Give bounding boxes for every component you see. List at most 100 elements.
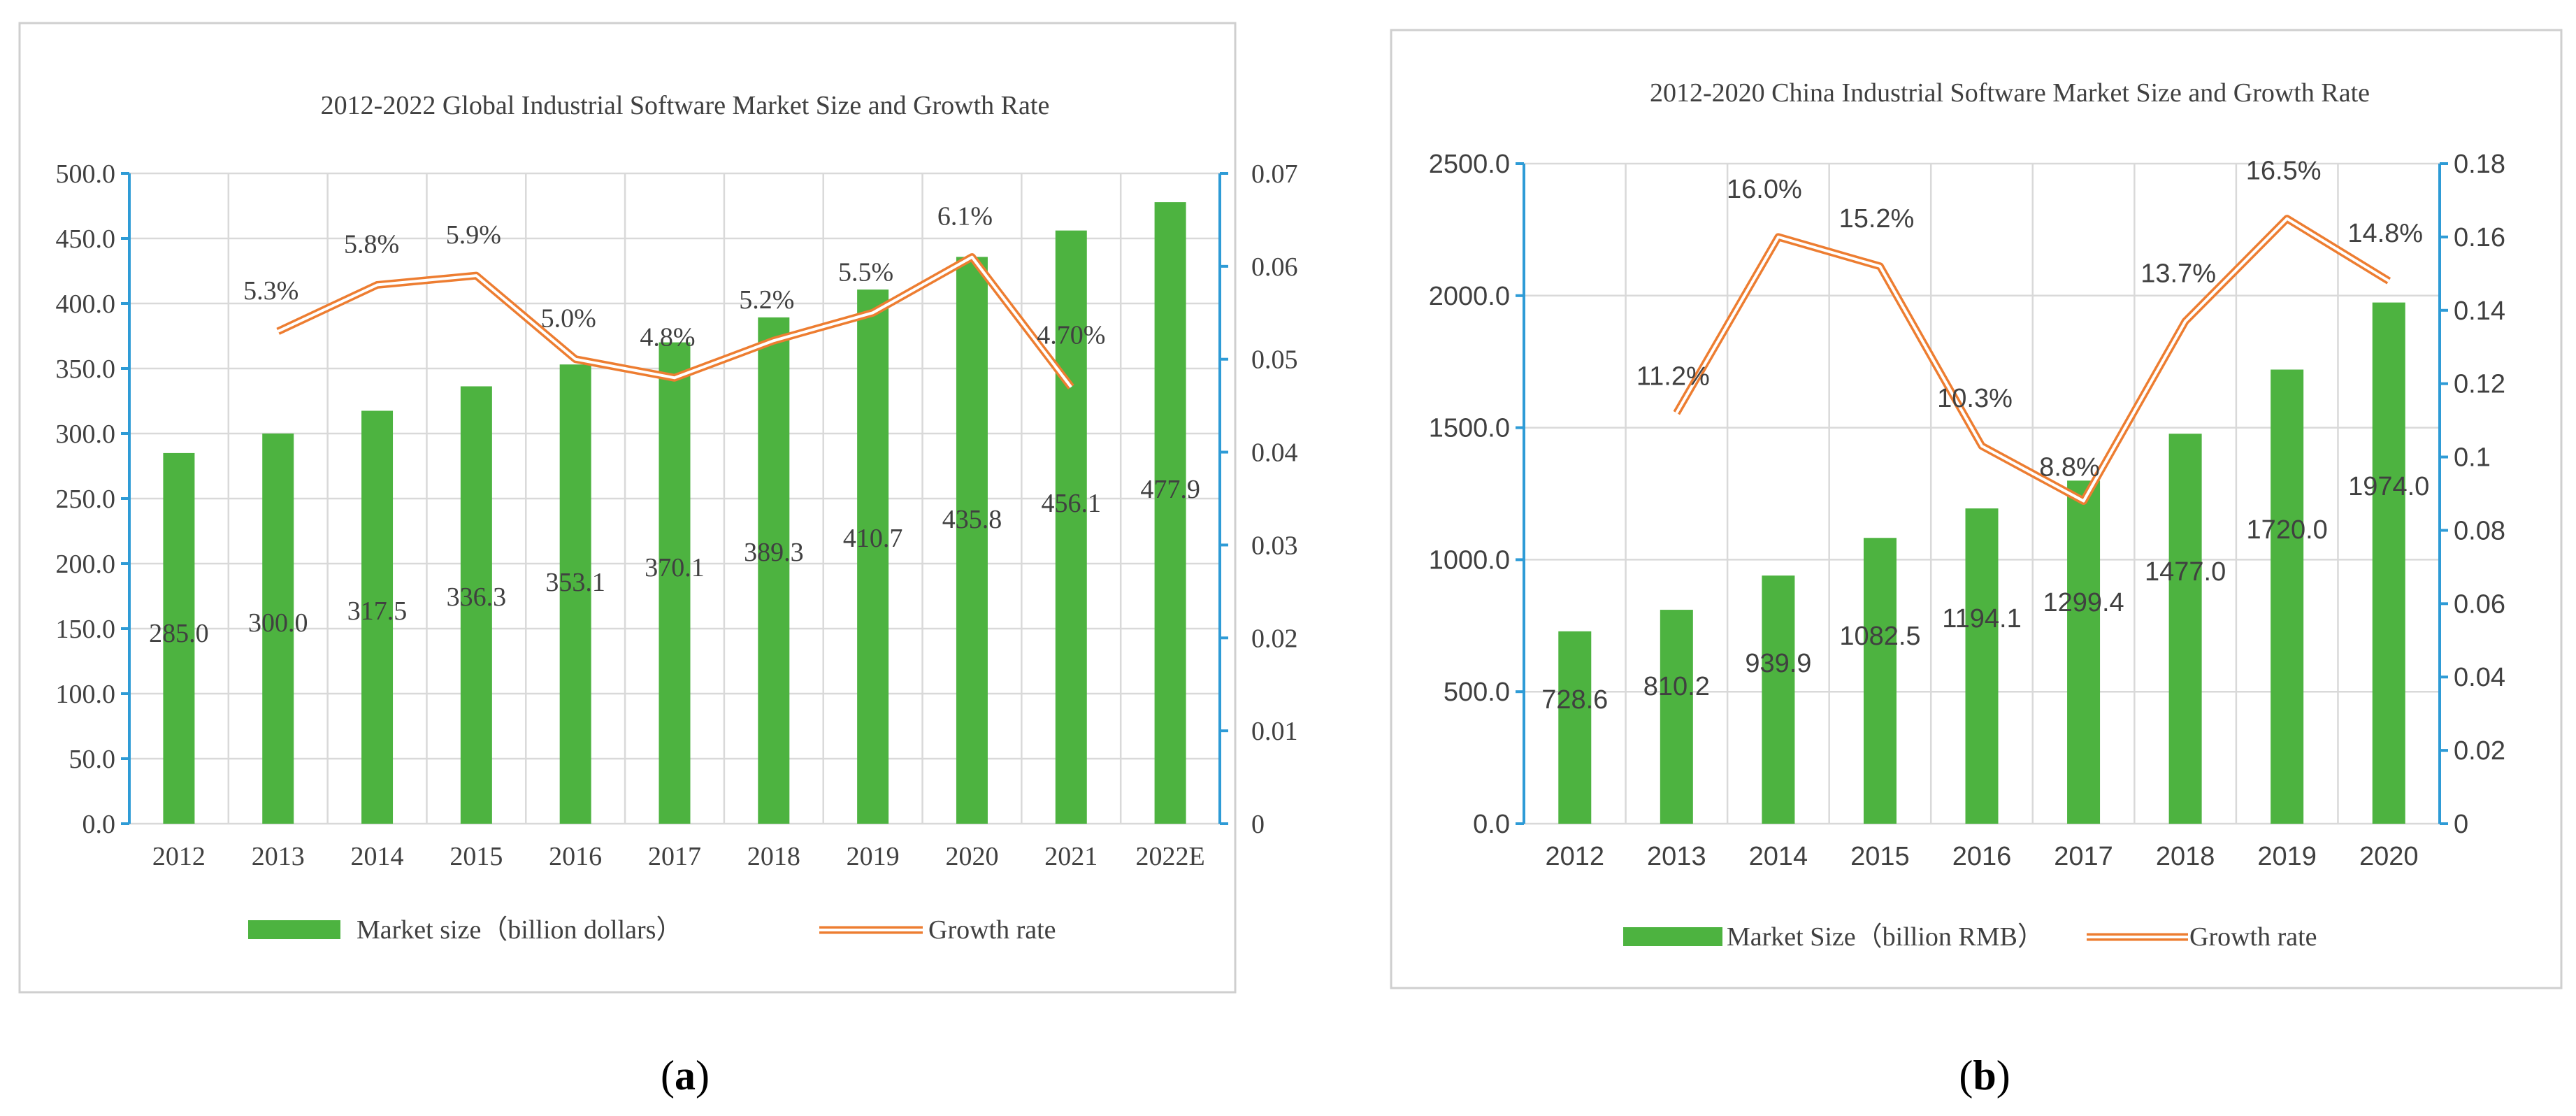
panel-b-growth-line: [1673, 215, 2391, 505]
panel-a-y2-tick-label: 0.06: [1251, 252, 1298, 282]
panel-b-y-tick-label: 0.0: [1473, 810, 1510, 839]
panel-a-y2-tick-label: 0.07: [1251, 159, 1298, 189]
panel-b-bar: [2067, 480, 2101, 824]
panel-a-x-tick-label: 2020: [945, 842, 998, 871]
panel-a-bar: [262, 434, 294, 824]
panel-b-growth-label: 11.2%: [1636, 362, 1710, 392]
panel-b-bar: [2168, 434, 2202, 824]
panel-a-bar-label: 456.1: [1042, 489, 1102, 518]
panel-b-y2-tick-label: 0: [2454, 810, 2468, 839]
panel-a-y2-tick-labels: 0 0.01 0.02 0.03 0.04 0.05 0.06 0.07: [1251, 159, 1298, 839]
panel-b-bar-label: 939.9: [1745, 649, 1811, 678]
panel-b-y2-tick-labels: 0 0.02 0.04 0.06 0.08 0.1 0.12 0.14 0.16 0.18: [2454, 150, 2505, 839]
panel-b-y-tick-label: 2500.0: [1429, 150, 1510, 179]
panel-a-growth-label: 5.3%: [243, 276, 298, 306]
panel-b-bar-label: 1720.0: [2247, 515, 2328, 545]
panel-a-bar-label: 410.7: [843, 524, 903, 553]
panel-a-y2-tick-label: 0.05: [1251, 345, 1298, 375]
panel-b-growth-label: 14.8%: [2347, 219, 2423, 248]
panel-a-y-tick-label: 350.0: [56, 355, 116, 384]
panel-b-bar-label: 1974.0: [2348, 472, 2429, 501]
panel-b-bar-label: 1082.5: [1839, 622, 1920, 651]
panel-a-grid: [128, 172, 1221, 825]
panel-a-bar: [361, 410, 394, 824]
panel-b-legend-bar-swatch: [1623, 927, 1722, 946]
panel-a-bar-label: 336.3: [447, 582, 507, 612]
panel-b-growth-label: 16.0%: [1727, 175, 1802, 204]
panel-a-bar: [659, 342, 691, 824]
panel-a-y-tick-label: 400.0: [56, 289, 116, 319]
panel-a-caption: (a): [661, 1052, 710, 1099]
panel-b-axes: [1516, 162, 2448, 825]
panel-b-caption-open: (: [1959, 1052, 1973, 1099]
panel-a-bar-labels: 285.0 300.0 317.5 336.3 353.1 370.1 389.3 410.7…: [149, 475, 1200, 648]
panel-b-y2-tick-label: 0.12: [2454, 370, 2505, 399]
panel-b-y-tick-label: 1000.0: [1429, 545, 1510, 575]
panel-b-title: 2012-2020 China Industrial Software Mark…: [1650, 78, 2370, 108]
panel-a-bar: [559, 364, 591, 824]
panel-a-growth-line: [276, 253, 1074, 389]
panel-a-legend-line-label: Growth rate: [928, 915, 1056, 945]
panel-b-y2-tick-label: 0.06: [2454, 589, 2505, 619]
panel-a-y-tick-label: 300.0: [56, 420, 116, 449]
panel-b-y2-tick-label: 0.16: [2454, 223, 2505, 252]
panel-a-bars: [163, 202, 1186, 824]
panel-b-x-tick-label: 2014: [1749, 842, 1808, 871]
panel-b-y2-tick-label: 0.08: [2454, 516, 2505, 545]
panel-b-legend-bar-label: Market Size（billion RMB）: [1727, 922, 2044, 952]
panel-a-bar-label: 370.1: [645, 553, 705, 582]
panel-b-bar-label: 810.2: [1643, 672, 1710, 701]
panel-b-growth-label: 8.8%: [2039, 452, 2100, 482]
panel-b-x-tick-label: 2019: [2257, 842, 2317, 871]
panel-b-bar-label: 1477.0: [2145, 557, 2226, 587]
panel-a-x-tick-label: 2013: [252, 842, 305, 871]
panel-a-growth-label: 4.70%: [1037, 321, 1105, 350]
panel-b-bar: [2271, 369, 2304, 824]
panel-a-bar-label: 353.1: [545, 568, 605, 597]
panel-a-x-tick-labels: 2012 2013 2014 2015 2016 2017 2018 2019 2020 2021…: [152, 842, 1205, 871]
panel-a-caption-open: (: [661, 1052, 675, 1099]
panel-a-x-tick-label: 2019: [847, 842, 900, 871]
panel-b-x-tick-labels: 2012 2013 2014 2015 2016 2017 2018 2019 2020: [1546, 842, 2419, 871]
panel-a-bar: [1154, 202, 1186, 824]
panel-b-growth-label: 13.7%: [2140, 259, 2216, 289]
panel-a-y-tick-label: 450.0: [56, 224, 116, 254]
panel-a-growth-labels: 5.3% 5.8% 5.9% 5.0% 4.8% 5.2% 5.5% 6.1% 4.70%: [243, 202, 1105, 352]
panel-b-x-tick-label: 2012: [1546, 842, 1605, 871]
panel-b-x-tick-label: 2020: [2359, 842, 2419, 871]
panel-a-y2-tick-label: 0.03: [1251, 531, 1298, 560]
panel-a-y-tick-label: 100.0: [56, 680, 116, 709]
panel-a-bar: [163, 452, 195, 824]
panel-b-bar-label: 1299.4: [2043, 588, 2124, 617]
panel-a-frame: [18, 22, 1237, 994]
panel-a-y-tick-label: 150.0: [56, 615, 116, 644]
panel-a-x-tick-label: 2017: [648, 842, 701, 871]
panel-b: 2012-2020 China Industrial Software Mark…: [1390, 29, 2563, 989]
panel-b-y-tick-label: 2000.0: [1429, 282, 1510, 311]
panel-b-x-tick-label: 2015: [1850, 842, 1910, 871]
panel-b-x-tick-label: 2017: [2054, 842, 2113, 871]
panel-a-y-tick-label: 0.0: [82, 810, 116, 839]
panel-a-y-tick-label: 50.0: [69, 745, 116, 774]
panel-b-caption-letter: b: [1973, 1052, 1996, 1099]
panel-b-x-tick-label: 2018: [2156, 842, 2215, 871]
panel-a-bar: [460, 386, 492, 824]
panel-a-y-tick-label: 250.0: [56, 485, 116, 514]
panel-b-growth-label: 15.2%: [1839, 204, 1915, 234]
panel-a-growth-label: 5.5%: [838, 257, 893, 287]
panel-a-x-tick-label: 2014: [351, 842, 404, 871]
panel-b-bar: [1965, 508, 1999, 824]
panel-a-x-tick-label: 2021: [1044, 842, 1098, 871]
panel-a-bar: [956, 257, 988, 824]
panel-b-y2-tick-label: 0.1: [2454, 443, 2491, 473]
panel-b-growth-labels: 11.2% 16.0% 15.2% 10.3% 8.8% 13.7% 16.5% 14.8%: [1636, 157, 2423, 482]
panel-a-x-tick-label: 2022E: [1135, 842, 1204, 871]
panel-b-y-tick-label: 1500.0: [1429, 414, 1510, 443]
panel-b-bars: [1558, 302, 2405, 824]
panel-a-growth-label: 4.8%: [640, 322, 695, 352]
panel-b-growth-label: 10.3%: [1937, 384, 2013, 413]
panel-b-y2-tick-label: 0.14: [2454, 296, 2505, 326]
panel-b-y2-tick-label: 0.04: [2454, 663, 2505, 692]
panel-a-y-tick-labels: 0.0 50.0 100.0 150.0 200.0 250.0 300.0 350.0 400…: [56, 159, 116, 839]
